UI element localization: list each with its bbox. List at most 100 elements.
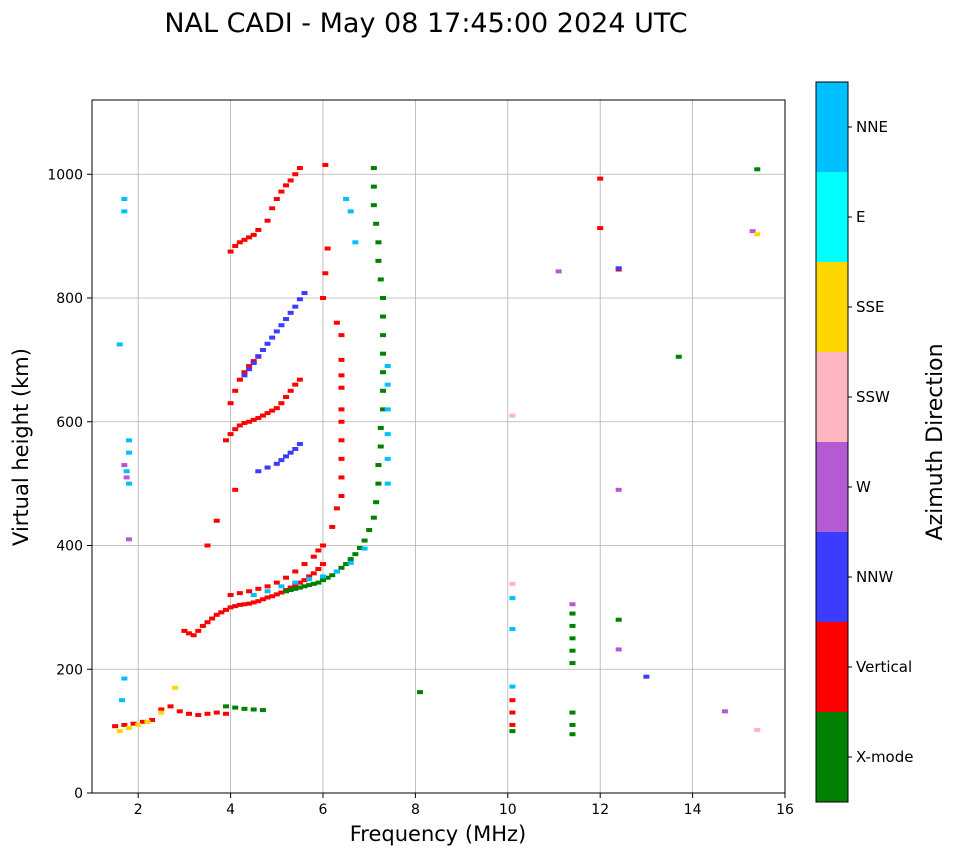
- x-axis-label: Frequency (MHz): [350, 822, 526, 846]
- colorbar-label: X-mode: [856, 748, 913, 766]
- data-point-nnw: [283, 454, 290, 459]
- colorbar-frame: [815, 81, 849, 803]
- data-point-vertical: [509, 698, 516, 703]
- data-point-vertical: [597, 226, 604, 231]
- data-point-x-mode: [569, 611, 576, 616]
- data-point-vertical: [255, 586, 262, 591]
- data-point-sse: [158, 710, 165, 715]
- data-point-vertical: [246, 589, 253, 594]
- data-point-nnw: [296, 442, 303, 447]
- colorbar-swatch: [816, 712, 848, 802]
- data-point-nnw: [643, 674, 650, 679]
- data-point-vertical: [322, 271, 329, 276]
- data-point-vertical: [139, 719, 146, 724]
- data-point-nnw: [273, 461, 280, 466]
- data-point-x-mode: [375, 258, 382, 263]
- data-point-x-mode: [380, 370, 387, 375]
- data-point-vertical: [296, 166, 303, 171]
- data-point-vertical: [306, 574, 313, 579]
- data-point-vertical: [222, 607, 229, 612]
- data-point-vertical: [338, 419, 345, 424]
- data-point-nnw: [250, 360, 257, 365]
- data-point-vertical: [190, 633, 197, 638]
- data-point-nne: [384, 456, 391, 461]
- colorbar-label: NNE: [856, 118, 888, 136]
- data-point-vertical: [338, 373, 345, 378]
- data-point-vertical: [218, 610, 225, 615]
- data-point-x-mode: [375, 240, 382, 245]
- data-point-nne: [384, 382, 391, 387]
- data-point-x-mode: [569, 710, 576, 715]
- data-point-x-mode: [361, 538, 368, 543]
- data-point-vertical: [181, 628, 188, 633]
- data-point-x-mode: [615, 617, 622, 622]
- colorbar-swatch: [816, 172, 848, 262]
- data-point-vertical: [227, 593, 234, 597]
- data-point-vertical: [227, 432, 234, 437]
- data-point-nnw: [264, 341, 271, 346]
- data-point-nne: [121, 197, 128, 201]
- data-point-x-mode: [356, 545, 363, 550]
- data-point-x-mode: [320, 578, 326, 583]
- data-point-vertical: [283, 395, 290, 399]
- data-point-vertical: [255, 416, 262, 421]
- data-point-vertical: [186, 631, 193, 636]
- data-point-vertical: [121, 722, 128, 727]
- data-point-nne: [121, 209, 128, 214]
- data-point-vertical: [273, 406, 280, 411]
- data-point-w: [121, 463, 128, 468]
- data-point-x-mode: [347, 557, 354, 562]
- data-point-vertical: [338, 494, 345, 498]
- data-point-w: [721, 709, 728, 714]
- data-point-vertical: [338, 438, 345, 443]
- data-point-vertical: [222, 711, 229, 716]
- data-point-x-mode: [569, 722, 576, 727]
- data-point-vertical: [130, 721, 137, 726]
- data-point-x-mode: [754, 167, 761, 172]
- data-point-vertical: [259, 597, 266, 602]
- data-point-x-mode: [380, 351, 387, 356]
- data-point-vertical: [296, 580, 303, 585]
- x-tick-label: 16: [776, 802, 794, 818]
- data-point-vertical: [315, 548, 322, 553]
- data-point-vertical: [338, 475, 345, 480]
- data-point-vertical: [255, 227, 262, 232]
- colorbar-swatch: [816, 532, 848, 622]
- plot-frame: [91, 99, 786, 794]
- data-point-nne: [125, 481, 132, 486]
- data-point-vertical: [273, 580, 280, 585]
- data-point-vertical: [292, 382, 299, 387]
- data-point-vertical: [227, 401, 234, 406]
- colorbar: X-mode Vertical NNW W SSW SSE E NNE: [815, 81, 913, 803]
- data-point-vertical: [287, 178, 294, 183]
- axis-ticks: 2 4 6 8 10 12 14 16 0 200 400 600 800 1000: [47, 167, 794, 818]
- colorbar-swatch: [816, 352, 848, 442]
- data-point-x-mode: [373, 221, 380, 226]
- data-point-ssw: [509, 413, 516, 418]
- data-point-x-mode: [380, 388, 387, 393]
- data-point-vertical: [232, 244, 239, 249]
- data-point-x-mode: [259, 708, 266, 713]
- data-point-nne: [123, 469, 130, 474]
- data-point-vertical: [227, 605, 234, 610]
- data-point-vertical: [324, 246, 331, 251]
- data-point-nne: [125, 438, 132, 443]
- data-point-x-mode: [324, 575, 331, 580]
- data-point-x-mode: [377, 425, 384, 430]
- data-point-vertical: [269, 594, 276, 599]
- colorbar-title: Azimuth Direction: [923, 343, 948, 540]
- colorbar-swatch: [816, 82, 848, 172]
- data-point-x-mode: [352, 552, 359, 557]
- data-point-vertical: [283, 183, 290, 188]
- data-point-nnw: [255, 354, 262, 359]
- data-point-vertical: [241, 370, 248, 375]
- data-point-vertical: [264, 595, 271, 600]
- data-point-x-mode: [417, 690, 424, 695]
- data-point-vertical: [246, 235, 253, 240]
- data-point-x-mode: [377, 277, 384, 282]
- data-point-nne: [347, 209, 354, 214]
- data-point-nne: [384, 364, 391, 369]
- data-point-nne: [264, 589, 271, 594]
- data-point-vertical: [255, 599, 262, 604]
